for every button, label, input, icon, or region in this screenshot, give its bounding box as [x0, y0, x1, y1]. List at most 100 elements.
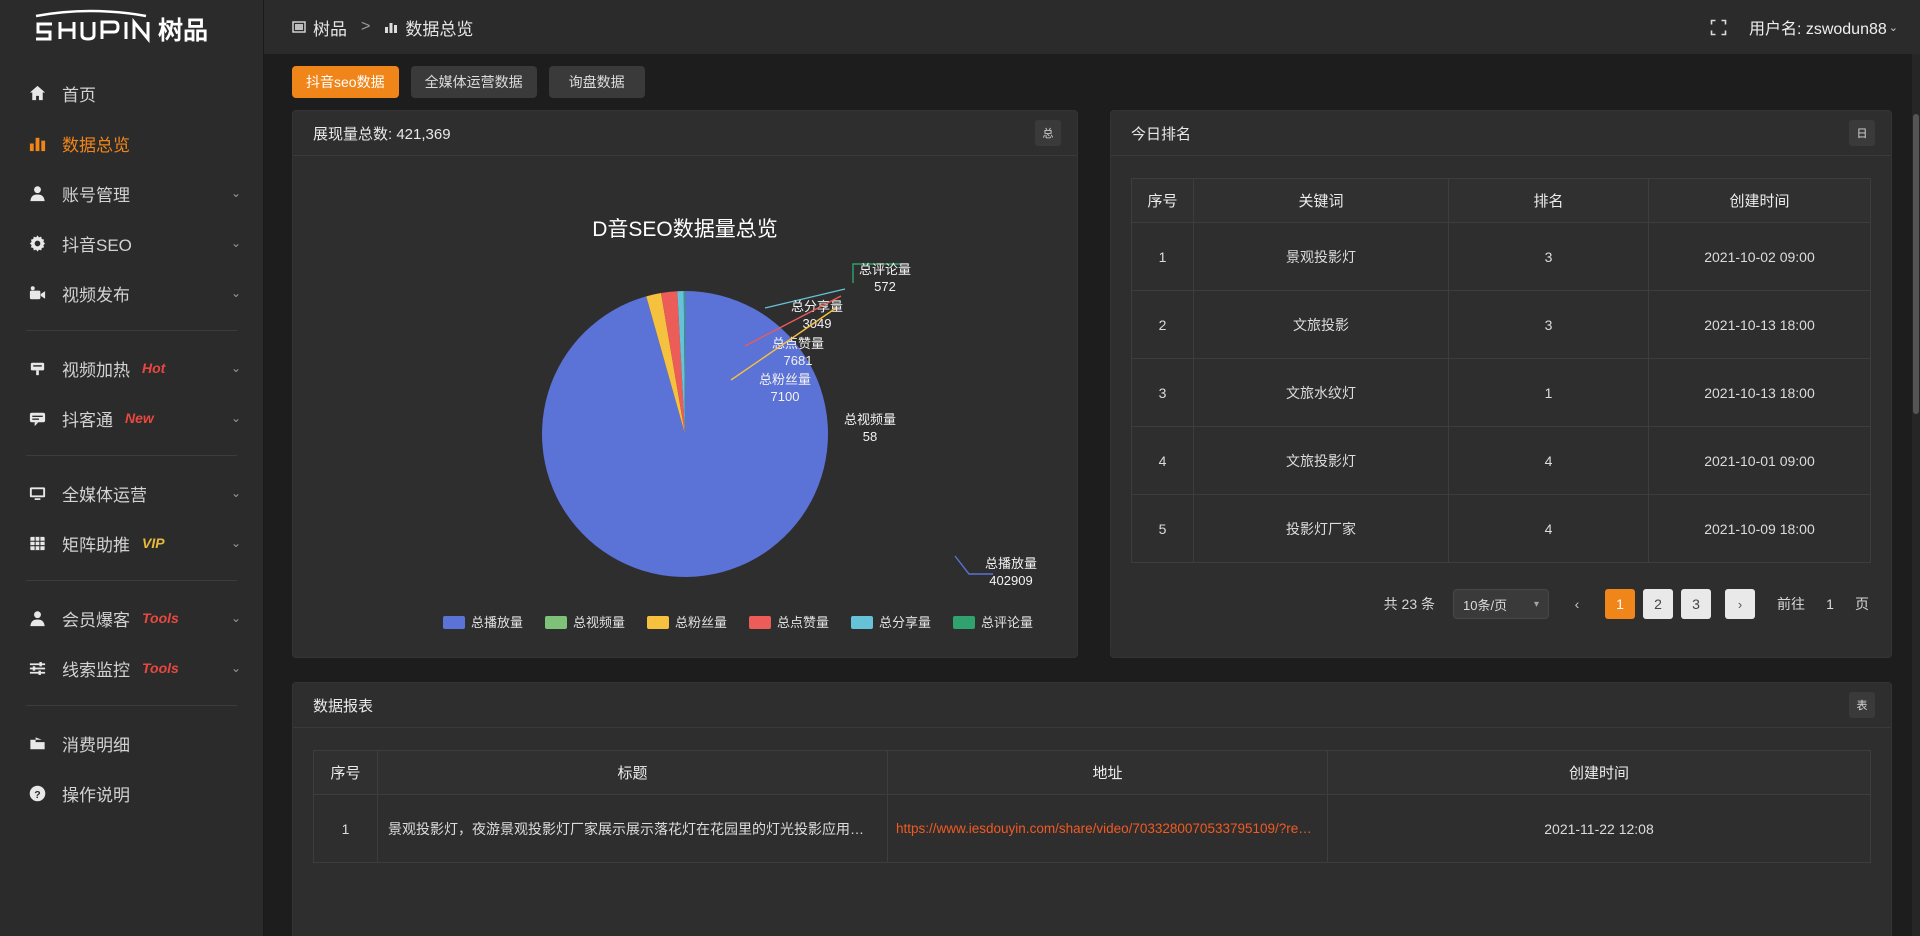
- pie-slice-2[interactable]: [646, 293, 685, 434]
- sidebar-item-label: 操作说明: [62, 785, 130, 805]
- table-row[interactable]: 1 景观投影灯 3 2021-10-02 09:00: [1131, 222, 1871, 291]
- prev-page-button[interactable]: ‹: [1574, 596, 1580, 612]
- pie-leader-line: [852, 263, 901, 283]
- legend-swatch-5[interactable]: [953, 616, 975, 629]
- sidebar-item-tag: VIP: [142, 535, 165, 551]
- chart-card-badge[interactable]: 总: [1035, 120, 1061, 146]
- user-menu[interactable]: 用户名: zswodun88 ⌄: [1749, 15, 1898, 39]
- chevron-down-icon[interactable]: ⌄: [230, 611, 241, 625]
- chevron-down-icon[interactable]: ⌄: [230, 536, 241, 550]
- pie-annotation-value: 58: [863, 429, 877, 444]
- chevron-down-icon[interactable]: ⌄: [230, 361, 241, 375]
- report-table-wrap: 序号 标题 地址 创建时间 1 景观投影灯，夜游景观投影灯厂家展示展示落花灯在花园里的灯…: [293, 728, 1891, 863]
- chat-icon: [26, 409, 48, 428]
- chart-title: D音SEO数据量总览: [592, 218, 778, 241]
- legend-label-5[interactable]: 总评论量: [981, 615, 1033, 630]
- pie-annotation-value: 572: [874, 279, 896, 294]
- sidebar-item-3[interactable]: 抖音SEO ⌄: [0, 218, 263, 268]
- bar-chart-icon: [384, 20, 398, 34]
- rank-cell: 2021-10-02 09:00: [1648, 222, 1871, 291]
- sidebar-item-7[interactable]: 全媒体运营 ⌄: [0, 468, 263, 518]
- page-number-1[interactable]: 1: [1605, 589, 1635, 619]
- sidebar-item-4[interactable]: 视频发布 ⌄: [0, 268, 263, 318]
- tab-0[interactable]: 抖音seo数据: [292, 66, 399, 98]
- pie-leader-line: [730, 307, 837, 381]
- sidebar-item-5[interactable]: 视频加热 Hot ⌄: [0, 343, 263, 393]
- rank-table-header-row: 序号 关键词 排名 创建时间: [1131, 178, 1871, 223]
- brand-logo[interactable]: 树品: [0, 0, 263, 54]
- page-scrollbar-thumb[interactable]: [1913, 114, 1919, 414]
- chevron-down-icon[interactable]: ⌄: [230, 186, 241, 200]
- tab-2[interactable]: 询盘数据: [548, 66, 645, 98]
- rank-cell: 4: [1131, 426, 1194, 495]
- sidebar-item-11[interactable]: 消费明细: [0, 718, 263, 768]
- legend-label-1[interactable]: 总视频量: [573, 615, 625, 630]
- app-icon: [292, 20, 306, 34]
- sidebar-item-9[interactable]: 会员爆客 Tools ⌄: [0, 593, 263, 643]
- gear-icon: [26, 234, 48, 253]
- legend-swatch-2[interactable]: [647, 616, 669, 629]
- pie-chart-svg: D音SEO数据量总览 总评论量 572 总分享量 3049 总点赞量 7681 总粉丝量 71…: [443, 218, 1037, 630]
- table-row[interactable]: 3 文旅水纹灯 1 2021-10-13 18:00: [1131, 358, 1871, 427]
- table-row[interactable]: 4 文旅投影灯 4 2021-10-01 09:00: [1131, 426, 1871, 495]
- report-url-link[interactable]: https://www.iesdouyin.com/share/video/70…: [896, 821, 1327, 836]
- fullscreen-icon[interactable]: [1710, 19, 1727, 36]
- sidebar-item-1[interactable]: 数据总览: [0, 118, 263, 168]
- report-card: 数据报表 表 序号 标题 地址 创建时间 1 景观投影灯，夜游景观投影灯厂家展示展示落花…: [292, 682, 1892, 936]
- legend-label-0[interactable]: 总播放量: [471, 615, 523, 630]
- chevron-down-icon[interactable]: ⌄: [230, 661, 241, 675]
- report-card-badge[interactable]: 表: [1849, 692, 1875, 718]
- pie-slice-1[interactable]: [646, 296, 685, 434]
- legend-swatch-1[interactable]: [545, 616, 567, 629]
- table-row[interactable]: 5 投影灯厂家 4 2021-10-09 18:00: [1131, 494, 1871, 563]
- rank-col-header: 序号: [1131, 178, 1194, 223]
- rank-cell: 3: [1448, 290, 1649, 359]
- page-number-2[interactable]: 2: [1643, 589, 1673, 619]
- chevron-down-icon[interactable]: ⌄: [230, 286, 241, 300]
- rank-cell: 5: [1131, 494, 1194, 563]
- pie-annotation-value: 3049: [803, 316, 832, 331]
- chevron-down-icon[interactable]: ⌄: [230, 236, 241, 250]
- chevron-down-icon: ⌄: [1888, 21, 1898, 34]
- chevron-down-icon[interactable]: ⌄: [230, 486, 241, 500]
- legend-swatch-0[interactable]: [443, 616, 465, 629]
- sidebar-item-10[interactable]: 线索监控 Tools ⌄: [0, 643, 263, 693]
- page-scrollbar[interactable]: [1912, 54, 1920, 936]
- legend-label-4[interactable]: 总分享量: [879, 615, 931, 630]
- chart-card-header: 展现量总数: 421,369 总: [293, 111, 1077, 156]
- page-number-3[interactable]: 3: [1681, 589, 1711, 619]
- svg-text:?: ?: [34, 789, 40, 800]
- legend-swatch-3[interactable]: [749, 616, 771, 629]
- pie-leader-line: [764, 288, 846, 309]
- breadcrumb: 树品 > 数据总览: [292, 15, 473, 40]
- table-row[interactable]: 2 文旅投影 3 2021-10-13 18:00: [1131, 290, 1871, 359]
- report-card-header: 数据报表 表: [293, 683, 1891, 728]
- sidebar-item-label: 抖客通: [62, 410, 113, 430]
- sidebar-item-2[interactable]: 账号管理 ⌄: [0, 168, 263, 218]
- sidebar-item-0[interactable]: 首页: [0, 68, 263, 118]
- pie-slice-3[interactable]: [661, 291, 685, 434]
- sidebar-item-8[interactable]: 矩阵助推 VIP ⌄: [0, 518, 263, 568]
- pie-slice-4[interactable]: [677, 291, 685, 434]
- page-size-select[interactable]: 10条/页 ▾: [1453, 589, 1549, 619]
- page-jump-input[interactable]: [1813, 590, 1847, 618]
- chevron-down-icon[interactable]: ⌄: [230, 411, 241, 425]
- sidebar-item-6[interactable]: 抖客通 New ⌄: [0, 393, 263, 443]
- tab-1[interactable]: 全媒体运营数据: [410, 66, 537, 98]
- rank-cell: 3: [1131, 358, 1194, 427]
- sidebar-item-label: 矩阵助推: [62, 535, 130, 555]
- table-row[interactable]: 1 景观投影灯，夜游景观投影灯厂家展示展示落花灯在花园里的灯光投影应用效果 # ht…: [313, 794, 1871, 863]
- page-size-value: 10条/页: [1463, 597, 1508, 613]
- user-label: 用户名: zswodun88: [1748, 21, 1887, 38]
- breadcrumb-item-page[interactable]: 数据总览: [384, 15, 473, 40]
- breadcrumb-item-app[interactable]: 树品: [292, 15, 347, 40]
- legend-label-2[interactable]: 总粉丝量: [675, 615, 727, 630]
- legend-label-3[interactable]: 总点赞量: [777, 615, 829, 630]
- sidebar-item-12[interactable]: ? 操作说明: [0, 768, 263, 818]
- sidebar-item-tag: Hot: [142, 360, 166, 376]
- next-page-button[interactable]: ›: [1725, 589, 1755, 619]
- legend-swatch-4[interactable]: [851, 616, 873, 629]
- rank-card-badge[interactable]: 日: [1849, 120, 1875, 146]
